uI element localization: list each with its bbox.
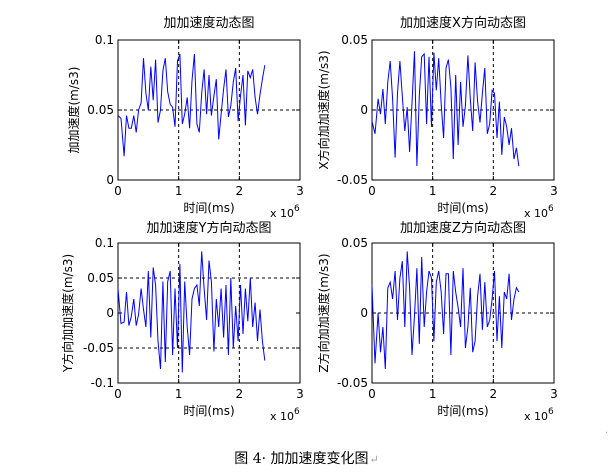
y-tick-label: 0: [360, 103, 368, 117]
x-tick-label: 1: [429, 387, 437, 401]
x-exponent-power: 6: [294, 407, 300, 417]
x-exponent-label: x 106: [524, 204, 554, 220]
x-exponent-power: 6: [548, 204, 554, 214]
x-tick-label: 0: [368, 387, 376, 401]
x-exponent-label: x 106: [270, 407, 300, 423]
chart-title: 加加速度动态图: [163, 15, 254, 31]
x-axis-label: 时间(ms): [183, 201, 234, 215]
x-tick-label: 2: [236, 387, 244, 401]
x-tick-label: 3: [296, 184, 304, 198]
y-axis-label: X方向加加速度(m/s3): [316, 50, 331, 169]
x-tick-label: 3: [550, 184, 558, 198]
chart-title: 加加速度Z方向动态图: [400, 220, 526, 236]
chart-title: 加加速度Y方向动态图: [147, 220, 272, 236]
chart-title: 加加速度X方向动态图: [400, 15, 526, 31]
x-tick-label: 0: [114, 184, 122, 198]
x-axis-label: 时间(ms): [183, 404, 234, 418]
x-exponent-label: x 106: [524, 407, 554, 423]
y-tick-label: 0.05: [341, 33, 368, 47]
series-line: [117, 53, 266, 157]
x-tick-label: 2: [236, 184, 244, 198]
y-tick-label: 0.1: [95, 236, 114, 250]
x-tick-label: 3: [296, 387, 304, 401]
caption-text: 图 4· 加加速度变化图: [234, 451, 369, 467]
x-tick-label: 1: [175, 387, 183, 401]
y-axis-label: 加加速度(m/s3): [66, 67, 81, 154]
y-tick-label: 0: [360, 306, 368, 320]
y-tick-label: -0.05: [337, 173, 368, 187]
x-axis-label: 时间(ms): [437, 201, 488, 215]
x-tick-label: 2: [490, 184, 498, 198]
figure-caption: 图 4· 加加速度变化图↵: [0, 448, 613, 468]
x-exponent-power: 6: [294, 204, 300, 214]
x-tick-label: 3: [550, 387, 558, 401]
y-tick-label: 0: [106, 306, 114, 320]
return-mark-icon: ↵: [369, 453, 379, 466]
y-tick-label: -0.1: [91, 376, 114, 390]
y-tick-label: 0.05: [87, 271, 114, 285]
x-tick-label: 2: [490, 387, 498, 401]
series-line: [117, 251, 266, 373]
x-tick-label: 0: [368, 184, 376, 198]
series-line: [371, 51, 520, 167]
edge-mark: ·: [605, 428, 609, 439]
x-axis-label: 时间(ms): [437, 404, 488, 418]
y-tick-label: 0.05: [341, 236, 368, 250]
y-tick-label: 0.05: [87, 103, 114, 117]
y-tick-label: 0: [106, 173, 114, 187]
x-tick-label: 1: [429, 184, 437, 198]
y-tick-label: -0.05: [83, 341, 114, 355]
x-exponent-power: 6: [548, 407, 554, 417]
y-tick-label: 0.1: [95, 33, 114, 47]
y-axis-label: Z方向加加速度(m/s3): [316, 253, 331, 372]
x-exponent-label: x 106: [270, 204, 300, 220]
x-tick-label: 0: [114, 387, 122, 401]
y-axis-label: Y方向加加速度(m/s3): [60, 254, 75, 373]
x-tick-label: 1: [175, 184, 183, 198]
y-tick-label: -0.05: [337, 376, 368, 390]
series-line: [371, 251, 520, 370]
